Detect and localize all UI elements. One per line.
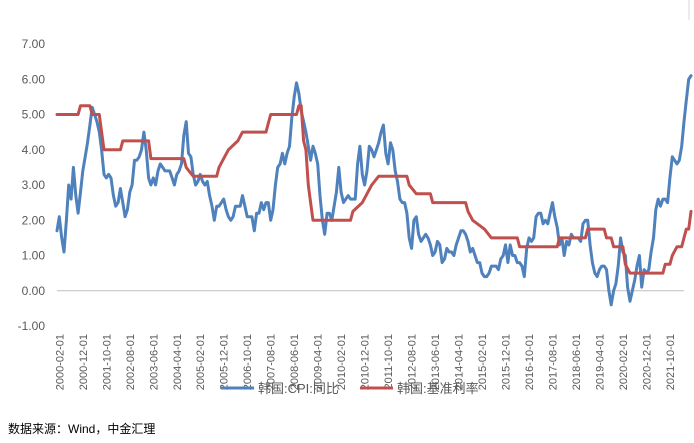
x-tick-label: 2017-08-01 — [547, 334, 559, 390]
x-tick-label: 2006-10-01 — [242, 334, 254, 390]
x-tick-label: 2019-04-01 — [594, 334, 606, 390]
source-note: 数据来源：Wind，中金汇理 — [8, 422, 156, 436]
x-tick-label: 2015-02-01 — [477, 334, 489, 390]
x-tick-label: 2003-06-01 — [148, 334, 160, 390]
x-tick-label: 2004-04-01 — [172, 334, 184, 390]
legend-label: 韩国:CPI:同比 — [258, 381, 339, 396]
x-tick-label: 2018-06-01 — [571, 334, 583, 390]
y-tick-label: 7.00 — [22, 37, 46, 51]
x-tick-label: 2005-02-01 — [195, 334, 207, 390]
x-tick-label: 2020-12-01 — [641, 334, 653, 390]
x-tick-label: 2007-08-01 — [266, 334, 278, 390]
x-tick-label: 2012-08-01 — [407, 334, 419, 390]
y-tick-label: 3.00 — [22, 178, 46, 192]
series-line-policy-rate — [55, 104, 693, 275]
x-tick-label: 2000-12-01 — [78, 334, 90, 390]
x-tick-label: 2020-02-01 — [618, 334, 630, 390]
legend-label: 韩国:基准利率 — [397, 381, 479, 396]
y-tick-label: 0.00 — [22, 284, 46, 298]
y-tick-label: -1.00 — [18, 319, 46, 333]
x-tick-label: 2013-06-01 — [430, 334, 442, 390]
y-tick-label: 1.00 — [22, 249, 46, 263]
x-axis-tick-labels: 2000-02-01 2000-12-01 2001-10-01 2002-08-01… — [54, 334, 677, 390]
x-tick-label: 2014-04-01 — [454, 334, 466, 390]
x-tick-label: 2010-02-01 — [336, 334, 348, 390]
series-lines — [55, 74, 693, 307]
x-tick-label: 2009-04-01 — [313, 334, 325, 390]
y-tick-label: 2.00 — [22, 213, 46, 227]
y-axis-tick-labels: -1.00 0.00 1.00 2.00 3.00 4.00 5.00 6.00 7.00 — [18, 37, 46, 333]
x-tick-label: 2016-10-01 — [524, 334, 536, 390]
y-tick-label: 4.00 — [22, 143, 46, 157]
series-line-cpi — [55, 74, 693, 307]
y-tick-label: 6.00 — [22, 72, 46, 86]
x-tick-label: 2011-10-01 — [383, 334, 395, 389]
x-tick-label: 2010-12-01 — [360, 334, 372, 390]
x-tick-label: 2000-02-01 — [54, 334, 66, 390]
x-tick-label: 2001-10-01 — [101, 334, 113, 390]
x-tick-label: 2021-10-01 — [665, 334, 677, 390]
y-tick-label: 5.00 — [22, 108, 46, 122]
x-tick-label: 2008-06-01 — [289, 334, 301, 390]
x-tick-label: 2005-12-01 — [219, 334, 231, 390]
x-tick-label: 2015-12-01 — [501, 334, 513, 390]
x-tick-label: 2002-08-01 — [125, 334, 137, 390]
legend: 韩国:CPI:同比 韩国:基准利率 — [221, 381, 479, 396]
